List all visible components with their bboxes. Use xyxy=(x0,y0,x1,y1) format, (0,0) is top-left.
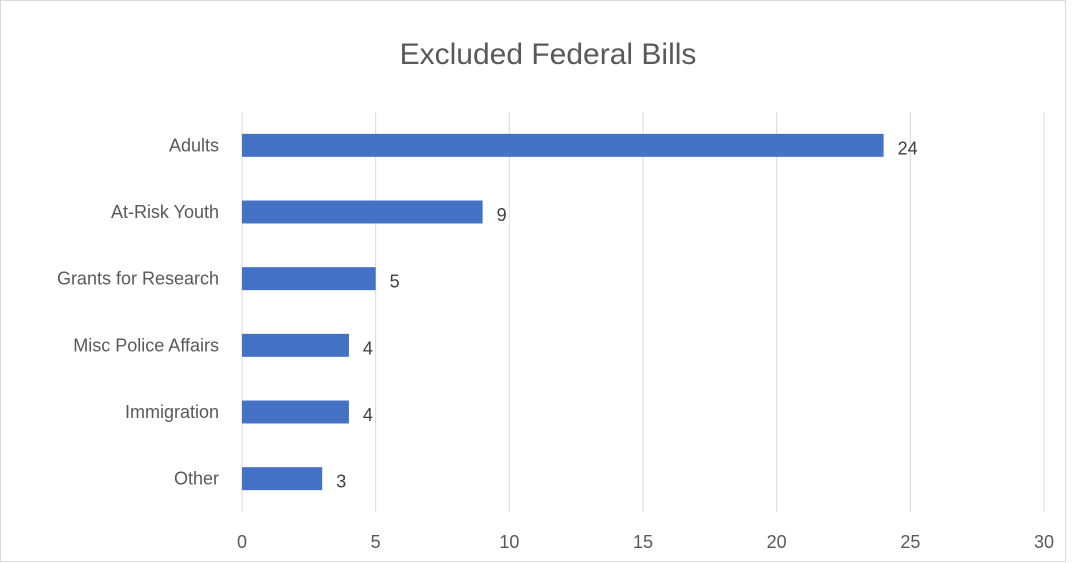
bar-grants-for-research xyxy=(242,267,376,291)
chart-title: Excluded Federal Bills xyxy=(399,38,697,71)
data-label: 3 xyxy=(336,472,346,492)
bar-other xyxy=(242,467,323,491)
category-label: Other xyxy=(174,469,219,489)
category-label: At-Risk Youth xyxy=(111,202,219,222)
data-label: 4 xyxy=(363,338,373,358)
x-tick-label: 20 xyxy=(767,532,787,552)
gridlines xyxy=(241,112,1045,512)
category-label: Grants for Research xyxy=(57,269,219,289)
x-tick-label: 0 xyxy=(237,532,247,552)
bar-adults xyxy=(242,133,884,157)
bar-immigration xyxy=(242,400,349,424)
data-label: 5 xyxy=(390,272,400,292)
data-labels: 24 9 5 4 4 3 xyxy=(336,138,917,491)
x-tick-label: 30 xyxy=(1034,532,1054,552)
bars xyxy=(242,133,884,491)
bar-misc-police-affairs xyxy=(242,333,349,357)
category-labels: Adults At-Risk Youth Grants for Research Mi… xyxy=(57,135,219,488)
x-tick-label: 10 xyxy=(499,532,519,552)
x-tick-label: 15 xyxy=(633,532,653,552)
category-label: Misc Police Affairs xyxy=(73,335,219,355)
data-label: 9 xyxy=(497,205,507,225)
bar-at-risk-youth xyxy=(242,200,483,224)
x-tick-label: 25 xyxy=(900,532,920,552)
x-tick-labels: 0 5 10 15 20 25 30 xyxy=(237,532,1054,552)
data-label: 24 xyxy=(898,138,918,158)
category-label: Adults xyxy=(169,135,219,155)
x-tick-label: 5 xyxy=(371,532,381,552)
category-label: Immigration xyxy=(125,402,219,422)
data-label: 4 xyxy=(363,405,373,425)
